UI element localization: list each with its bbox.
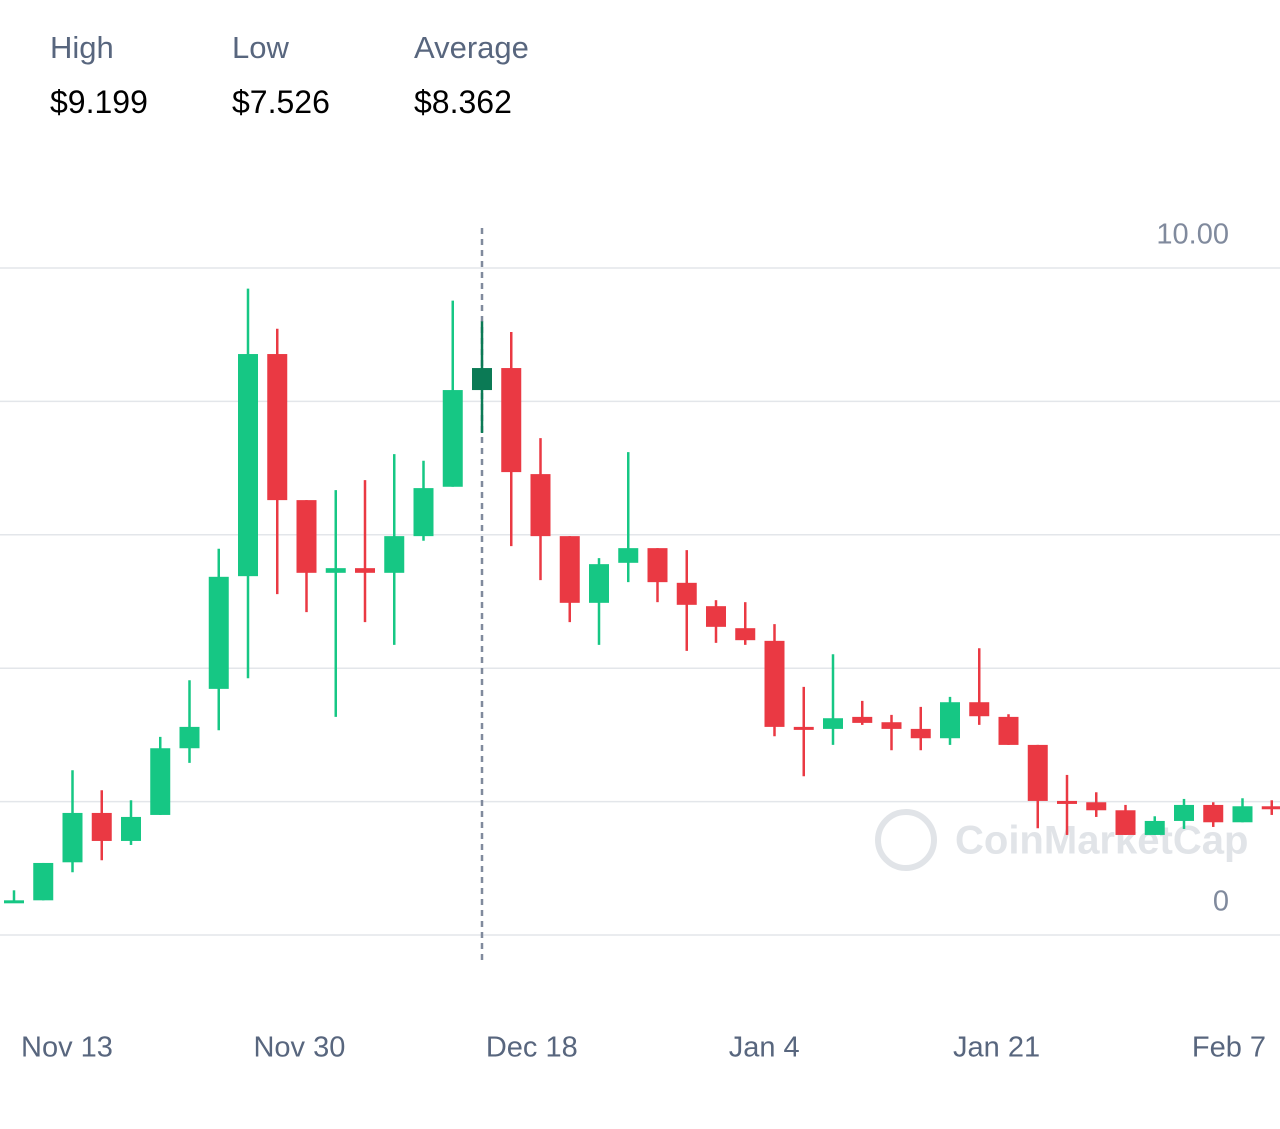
candle-body [62,812,83,863]
candle-body [1057,800,1077,804]
y-tick-label: 0 [1213,886,1229,918]
stat-label: Low [232,30,289,65]
candle-body [969,702,990,717]
candle-body [530,474,551,537]
stat-label: Average [414,30,529,65]
candle-body [1144,820,1165,835]
candle-body [501,368,522,473]
candle-body [442,390,463,487]
candle-body [267,354,288,501]
x-tick-label: Dec 18 [486,1032,578,1064]
x-tick-label: Nov 13 [21,1032,113,1064]
candle-body [4,900,24,904]
candle-body [208,576,229,689]
candle-body [881,722,902,729]
candle-body [647,548,668,583]
candle-body [559,536,580,603]
candle-body [1203,804,1224,823]
candle-body [150,748,171,815]
stats: High $9.199 Low $7.526 Average $8.362 [50,30,596,121]
x-tick-label: Jan 4 [729,1032,800,1064]
candle-body [852,716,873,723]
candle-body [618,548,639,563]
candle-body [413,488,434,537]
candle-body [793,726,814,730]
candle-body [1115,810,1136,835]
stat-value: $9.199 [50,84,148,120]
watermark-circle [875,809,937,871]
candle-body [1027,744,1048,801]
candle-body [706,606,726,627]
candle-body [472,368,492,391]
stat-value: $7.526 [232,84,330,120]
stat: Low $7.526 [232,30,414,121]
stat-value: $8.362 [414,84,512,120]
candle-body [823,718,843,729]
candle-body [296,500,317,573]
candle-body [998,716,1019,745]
watermark-logo [875,809,937,871]
candle-body [121,816,141,841]
candle-body [238,354,258,577]
y-tick-label: 10.00 [1156,219,1229,251]
candle-body [1232,806,1253,823]
candle-body [325,568,346,573]
stat: High $9.199 [50,30,232,121]
candle-body [1086,802,1107,811]
candle-body [91,812,112,841]
x-tick-label: Nov 30 [253,1032,345,1064]
candle-body [179,726,200,749]
x-tick-label: Jan 21 [953,1032,1040,1064]
candle-body [1174,804,1194,821]
candle-body [33,862,54,901]
candle-body [1261,806,1280,810]
x-tick-label: Feb 7 [1192,1032,1266,1064]
candle-body [910,728,931,739]
watermark: CoinMarketCap [955,819,1248,863]
candle-body [676,582,697,605]
candle-body [735,628,756,641]
candle-body [764,640,785,727]
candle-body [355,568,375,573]
candle-body [589,564,609,603]
candle-body [940,702,960,739]
stat: Average $8.362 [414,30,596,121]
stat-label: High [50,30,114,65]
candle-body [384,536,405,573]
